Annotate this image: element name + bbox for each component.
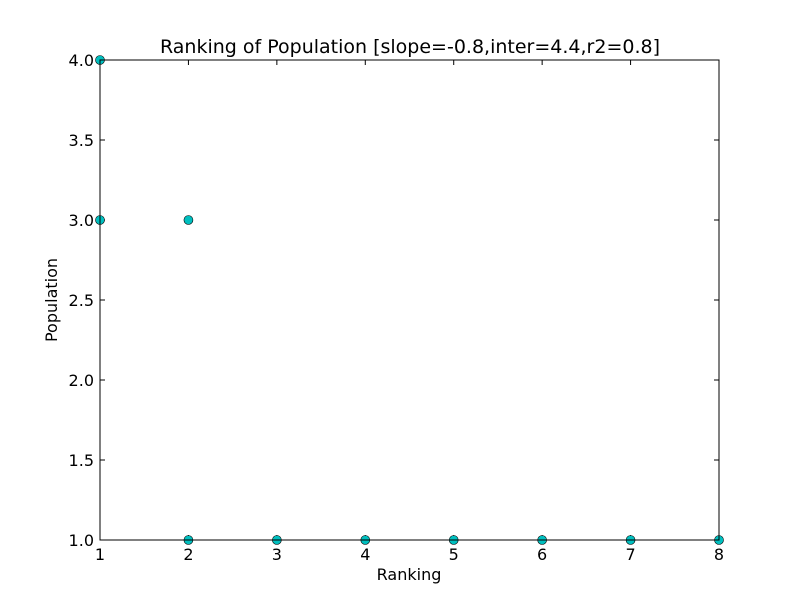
x-tick-label: 6 [537,545,547,564]
data-points [95,55,724,545]
x-tick-label: 5 [449,545,459,564]
y-tick-label: 1.5 [69,451,94,470]
x-tick-label: 4 [360,545,370,564]
plot-frame [99,59,720,541]
y-tick-label: 3.0 [69,211,94,230]
y-axis-label: Population [42,258,61,342]
y-tick-label: 4.0 [69,51,94,70]
chart-title: Ranking of Population [slope=-0.8,inter=… [160,36,660,58]
x-tick-label: 2 [183,545,193,564]
x-tick-label: 8 [714,545,724,564]
x-axis-label: Ranking [377,565,442,584]
y-tick-label: 2.5 [69,291,94,310]
y-tick-label: 2.0 [69,371,94,390]
y-tick-label: 1.0 [69,531,94,550]
axis-ticks: 1 2 3 4 5 6 7 8 1.0 1.5 2.0 2.5 3.0 3.5 4.0 [69,51,725,564]
y-tick-label: 3.5 [69,131,94,150]
data-point [183,215,194,225]
x-tick-label: 7 [625,545,635,564]
x-tick-label: 3 [272,545,282,564]
x-tick-label: 1 [95,545,105,564]
